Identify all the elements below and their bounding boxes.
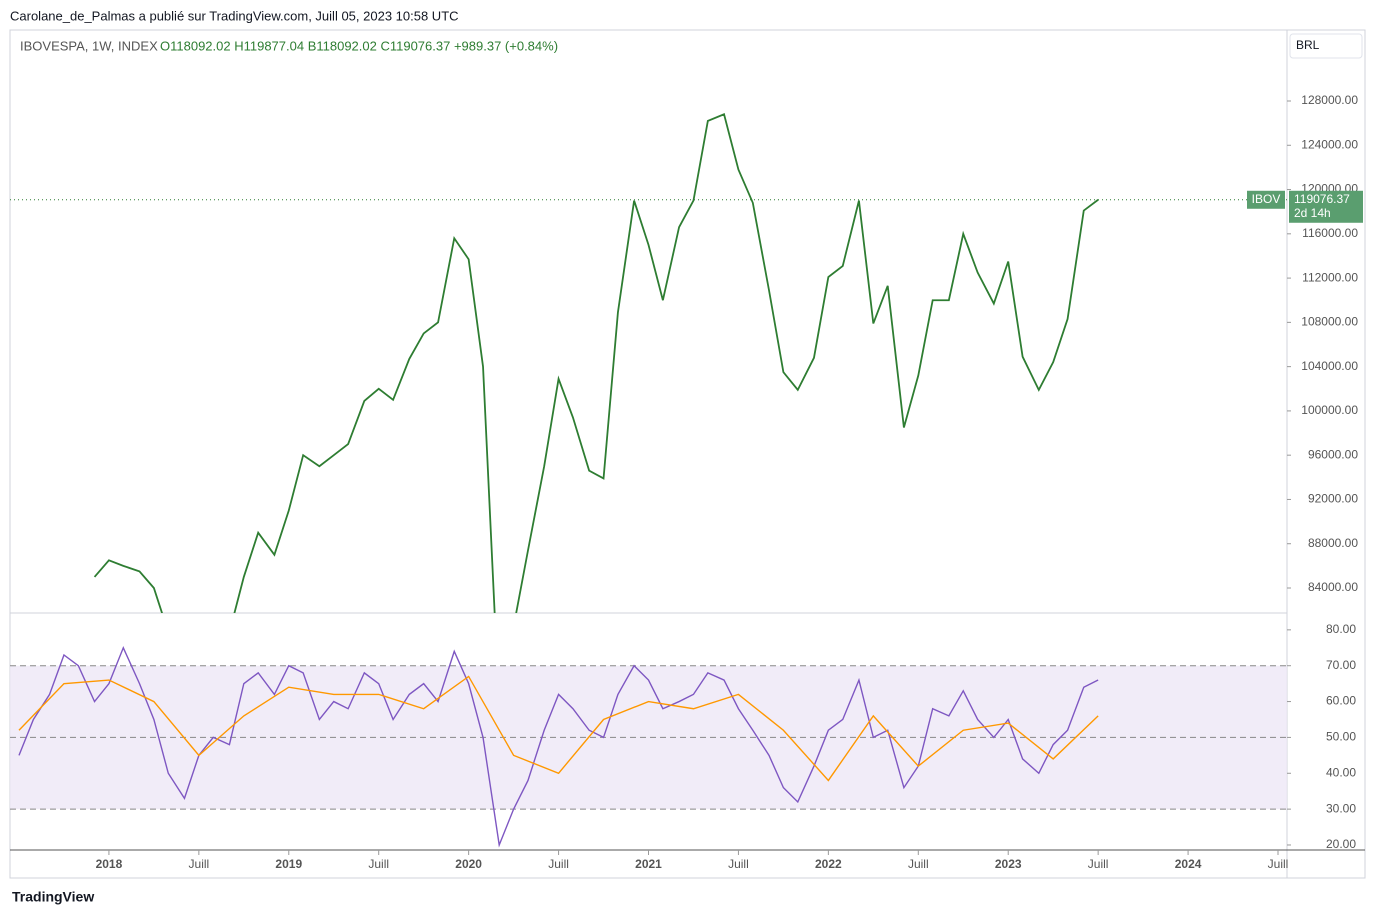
brand: TradingView (12, 889, 94, 905)
x-tick-label: 2021 (635, 857, 662, 871)
countdown: 2d 14h (1294, 206, 1331, 220)
x-tick-label: Juill (1268, 857, 1289, 871)
frame (9, 29, 1366, 879)
y-tick-label: 50.00 (1326, 730, 1356, 744)
y-tick-label: 100000.00 (1301, 403, 1358, 417)
y-tick-label: 84000.00 (1308, 580, 1358, 594)
x-tick-label: 2019 (275, 857, 302, 871)
y-tick-label: 112000.00 (1302, 270, 1358, 284)
y-tick-label: 92000.00 (1308, 492, 1358, 506)
y-tick-label: 96000.00 (1308, 447, 1358, 461)
y-tick-label: 128000.00 (1301, 93, 1358, 107)
y-tick-label: 30.00 (1326, 801, 1356, 815)
x-tick-label: Juill (1088, 857, 1109, 871)
x-tick-label: 2024 (1175, 857, 1202, 871)
x-tick-label: Juill (548, 857, 569, 871)
y-tick-label: 60.00 (1326, 694, 1356, 708)
x-tick-label: Juill (368, 857, 389, 871)
y-tick-label: 116000.00 (1302, 226, 1358, 240)
last-price-box (1289, 190, 1363, 223)
last-price: 119076.37 (1294, 192, 1350, 206)
x-tick-label: Juill (908, 857, 929, 871)
x-tick-label: Juill (728, 857, 749, 871)
symbol: IBOVESPA, 1W, INDEX (20, 38, 158, 53)
y-tick-label: 20.00 (1326, 837, 1356, 851)
x-tick-label: 2023 (995, 857, 1022, 871)
currency-box[interactable] (1289, 33, 1363, 59)
x-tick-label: Juill (189, 857, 210, 871)
x-tick-label: 2018 (96, 857, 123, 871)
x-tick-label: 2022 (815, 857, 842, 871)
y-tick-label: 80.00 (1326, 622, 1356, 636)
y-tick-label: 40.00 (1326, 765, 1356, 779)
ohlc: O118092.02 H119877.04 B118092.02 C119076… (160, 38, 558, 53)
y-tick-label: 88000.00 (1308, 536, 1358, 550)
y-tick-label: 108000.00 (1301, 315, 1358, 329)
x-tick-label: 2020 (455, 857, 482, 871)
series-line (18, 675, 1099, 782)
series-line (93, 113, 1099, 613)
ticker-tag: IBOV (1252, 192, 1281, 206)
currency: BRL (1296, 38, 1320, 52)
y-tick-label: 104000.00 (1301, 359, 1358, 373)
y-tick-label: 70.00 (1326, 658, 1356, 672)
author-line: Carolane_de_Palmas a publié sur TradingV… (10, 8, 459, 23)
y-tick-label: 124000.00 (1301, 137, 1358, 151)
ticker-tag-box (1247, 190, 1285, 209)
